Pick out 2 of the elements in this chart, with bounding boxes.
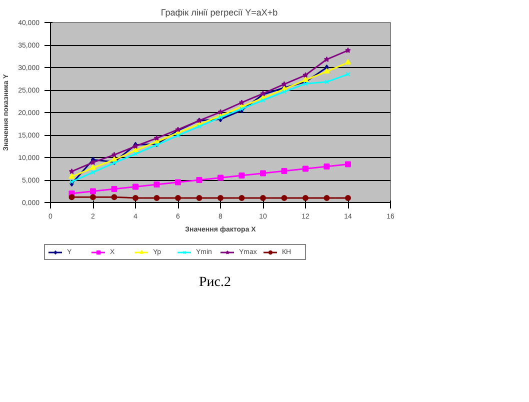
text: Рис.2 xyxy=(199,274,231,292)
chart-title: Графік лінії регресії Y=aX+b xyxy=(160,8,278,18)
